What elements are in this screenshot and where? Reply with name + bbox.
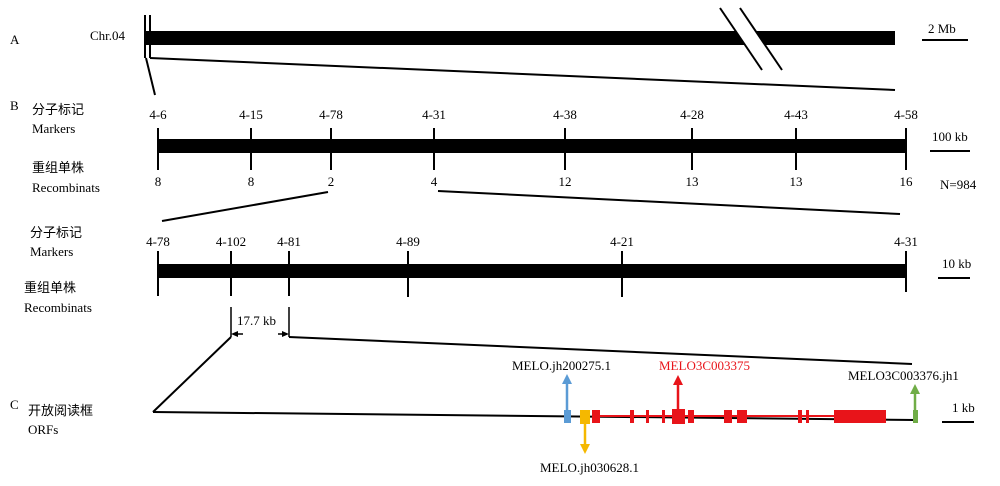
zoom-line-b-left bbox=[161, 191, 329, 222]
exon bbox=[630, 410, 634, 423]
scale-b2-label: 10 kb bbox=[942, 256, 971, 271]
recombinant-count: 8 bbox=[248, 174, 255, 189]
gene-green-label: MELO3C003376.jh1 bbox=[848, 368, 959, 383]
gene-blue-arrowhead bbox=[562, 374, 572, 384]
marker-label: 4-78 bbox=[319, 107, 343, 122]
marker-label: 4-6 bbox=[149, 107, 167, 122]
chromosome-label: Chr.04 bbox=[90, 28, 126, 43]
marker-label: 4-81 bbox=[277, 234, 301, 249]
gene-blue-body bbox=[564, 410, 571, 423]
fine-map-bar bbox=[157, 139, 907, 153]
recombinant-count: 12 bbox=[559, 174, 572, 189]
orf-en-label: ORFs bbox=[28, 422, 58, 437]
panel-a-label: A bbox=[10, 32, 20, 47]
break-line-2 bbox=[739, 7, 783, 71]
gene-yellow-label: MELO.jh030628.1 bbox=[540, 460, 639, 475]
finer-map-bar bbox=[157, 264, 907, 278]
marker-label: 4-102 bbox=[216, 234, 246, 249]
markers-en-label-2: Markers bbox=[30, 244, 73, 259]
marker-label: 4-28 bbox=[680, 107, 704, 122]
zoom-line-a-right bbox=[149, 57, 896, 91]
zoom-line-a-left bbox=[145, 57, 156, 96]
marker-label: 4-89 bbox=[396, 234, 420, 249]
recombinant-count: 2 bbox=[328, 174, 335, 189]
orf-region-line bbox=[152, 411, 916, 421]
marker-label: 4-15 bbox=[239, 107, 263, 122]
panel-b-label: B bbox=[10, 98, 19, 113]
exon bbox=[688, 410, 694, 423]
zoom-line-b-right bbox=[437, 190, 901, 215]
population-size: N=984 bbox=[940, 177, 977, 192]
recombinant-count: 13 bbox=[790, 174, 803, 189]
recomb-en-label-2: Recombinats bbox=[24, 300, 92, 315]
zoom-line-c-right bbox=[288, 336, 913, 365]
exon bbox=[798, 410, 802, 423]
break-line-1 bbox=[719, 7, 763, 71]
interval-label: 17.7 kb bbox=[237, 313, 276, 328]
exon bbox=[806, 410, 809, 423]
marker-label: 4-21 bbox=[610, 234, 634, 249]
gene-red-exons bbox=[592, 409, 886, 424]
recomb-cn-label: 重组单株 bbox=[32, 160, 84, 176]
panel-c-label: C bbox=[10, 397, 19, 412]
marker-label: 4-58 bbox=[894, 107, 918, 122]
gene-green-body bbox=[913, 410, 918, 423]
gene-blue-label: MELO.jh200275.1 bbox=[512, 358, 611, 373]
break-gap bbox=[720, 8, 782, 70]
recombinant-count: 13 bbox=[686, 174, 699, 189]
marker-group-b: 4-6 8 4-15 8 4-78 2 4-31 4 4-38 12 4-28 13 4-43 13 4-5… bbox=[149, 107, 918, 189]
markers-cn-label-2: 分子标记 bbox=[30, 226, 82, 241]
marker-group-b2: 4-78 4-102 4-81 4-89 4-21 4-31 bbox=[146, 234, 918, 297]
recomb-cn-label-2: 重组单株 bbox=[24, 280, 76, 296]
zoom-line-c-left bbox=[152, 336, 232, 413]
markers-cn-label: 分子标记 bbox=[32, 103, 84, 118]
gene-red-arrowhead bbox=[673, 375, 683, 385]
gene-red-label: MELO3C003375 bbox=[659, 358, 750, 373]
exon bbox=[724, 410, 732, 423]
marker-label: 4-31 bbox=[422, 107, 446, 122]
recombinant-count: 4 bbox=[431, 174, 438, 189]
gene-yellow-body bbox=[580, 410, 590, 424]
chromosome-bar bbox=[146, 31, 895, 45]
gene-yellow-arrowhead bbox=[580, 444, 590, 454]
exon bbox=[672, 409, 685, 424]
recombinant-count: 16 bbox=[900, 174, 914, 189]
exon bbox=[662, 410, 665, 423]
exon bbox=[592, 410, 600, 423]
marker-label: 4-31 bbox=[894, 234, 918, 249]
gene-green-arrowhead bbox=[910, 384, 920, 394]
marker-label: 4-78 bbox=[146, 234, 170, 249]
scale-b-label: 100 kb bbox=[932, 129, 968, 144]
recombinant-count: 8 bbox=[155, 174, 162, 189]
marker-label: 4-38 bbox=[553, 107, 577, 122]
recomb-en-label: Recombinats bbox=[32, 180, 100, 195]
orf-cn-label: 开放阅读框 bbox=[28, 404, 93, 419]
exon bbox=[737, 410, 747, 423]
exon bbox=[834, 410, 886, 423]
interval-arrowhead-right bbox=[282, 331, 289, 337]
exon bbox=[646, 410, 649, 423]
marker-label: 4-43 bbox=[784, 107, 808, 122]
markers-en-label: Markers bbox=[32, 121, 75, 136]
interval-arrowhead-left bbox=[231, 331, 238, 337]
scale-a-label: 2 Mb bbox=[928, 21, 956, 36]
scale-c-label: 1 kb bbox=[952, 400, 975, 415]
